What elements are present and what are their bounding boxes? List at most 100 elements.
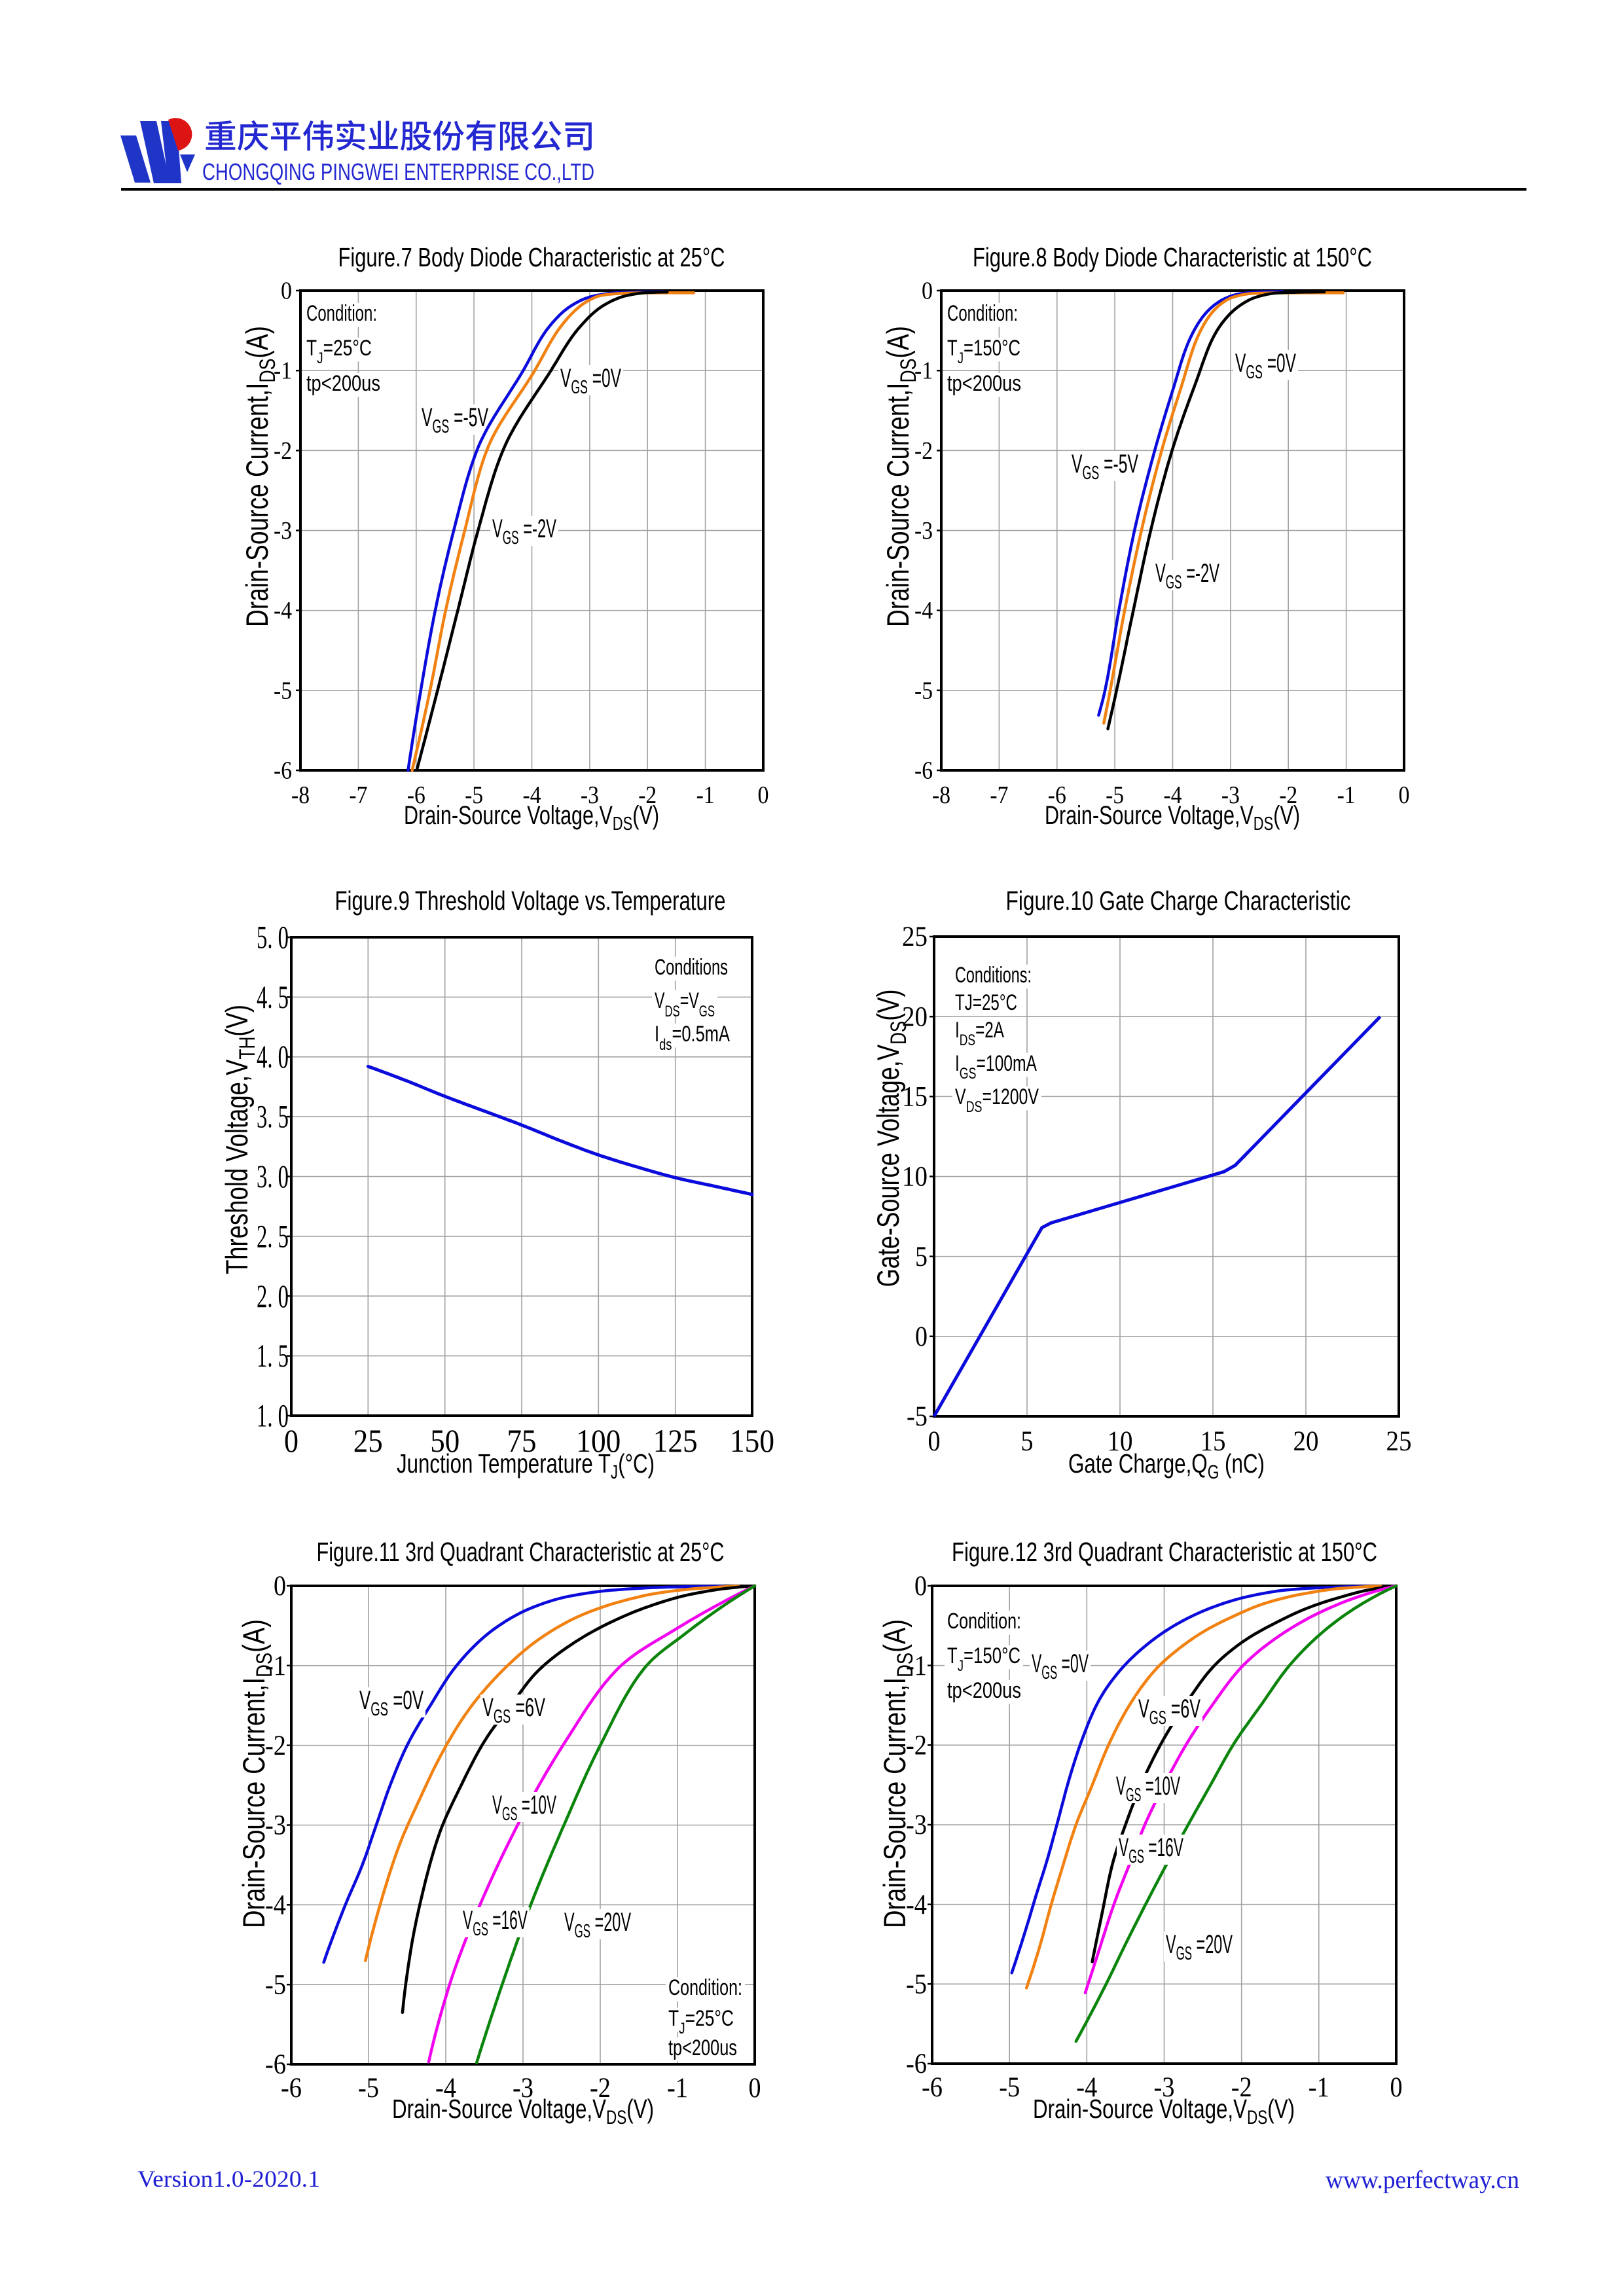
svg-text:GS: GS bbox=[502, 1804, 517, 1825]
svg-text:=10V: =10V bbox=[518, 1791, 557, 1820]
svg-text:DS: DS bbox=[606, 2107, 626, 2128]
svg-text:0: 0 bbox=[1399, 781, 1410, 809]
svg-text:200us: 200us bbox=[692, 2036, 737, 2060]
svg-text:G: G bbox=[1208, 1462, 1219, 1483]
svg-text:I: I bbox=[955, 1018, 960, 1043]
svg-text:DS: DS bbox=[1254, 814, 1274, 834]
svg-text:J: J bbox=[958, 1657, 964, 1675]
svg-text:DS: DS bbox=[886, 1021, 911, 1045]
svg-text:GS: GS bbox=[1246, 362, 1263, 383]
svg-text:(A): (A) bbox=[877, 1619, 912, 1653]
svg-text:-6: -6 bbox=[281, 2073, 302, 2104]
svg-text:100: 100 bbox=[576, 1422, 621, 1459]
svg-text:J: J bbox=[958, 350, 964, 367]
svg-text:-2: -2 bbox=[638, 781, 657, 809]
svg-text:=10V: =10V bbox=[1142, 1772, 1181, 1801]
svg-text:(°C): (°C) bbox=[618, 1448, 655, 1479]
svg-text:-4: -4 bbox=[435, 2073, 456, 2104]
svg-text:1. 5: 1. 5 bbox=[257, 1337, 289, 1374]
svg-text:-1: -1 bbox=[914, 357, 933, 385]
svg-text:Condition:: Condition: bbox=[668, 1975, 742, 2000]
svg-text:=150°C: =150°C bbox=[964, 336, 1020, 361]
svg-text:-4: -4 bbox=[914, 597, 933, 624]
svg-text:2. 5: 2. 5 bbox=[257, 1217, 289, 1254]
svg-text:-6: -6 bbox=[274, 757, 292, 785]
svg-text:200us: 200us bbox=[973, 371, 1021, 396]
svg-text:4. 5: 4. 5 bbox=[257, 978, 289, 1015]
svg-text:Drain-Source Voltage,V: Drain-Source Voltage,V bbox=[404, 801, 613, 830]
svg-text:=-2V: =-2V bbox=[1182, 559, 1220, 588]
svg-text:<: < bbox=[962, 1678, 973, 1703]
svg-text:-3: -3 bbox=[1221, 781, 1240, 809]
svg-text:=16V: =16V bbox=[1144, 1833, 1183, 1862]
svg-text:-4: -4 bbox=[906, 1890, 927, 1920]
svg-text:1. 0: 1. 0 bbox=[257, 1397, 289, 1434]
svg-text:-7: -7 bbox=[349, 781, 367, 809]
svg-text:GS: GS bbox=[433, 416, 450, 437]
svg-text:-3: -3 bbox=[1154, 2072, 1175, 2103]
svg-text:V: V bbox=[463, 1906, 473, 1935]
svg-text:0: 0 bbox=[758, 781, 769, 809]
svg-text:15: 15 bbox=[1200, 1426, 1226, 1457]
svg-text:-4: -4 bbox=[1164, 781, 1182, 809]
svg-text:-5: -5 bbox=[465, 781, 483, 809]
svg-text:-1: -1 bbox=[274, 357, 292, 385]
svg-text:Drain-Source Voltage,V: Drain-Source Voltage,V bbox=[392, 2094, 606, 2124]
svg-text:200us: 200us bbox=[973, 1678, 1021, 1703]
svg-text:V: V bbox=[1119, 1833, 1128, 1862]
svg-text:V: V bbox=[955, 1085, 966, 1109]
svg-text:0: 0 bbox=[928, 1426, 941, 1457]
svg-text:(V): (V) bbox=[871, 990, 905, 1021]
svg-text:GS: GS bbox=[1128, 1846, 1144, 1867]
svg-text:V: V bbox=[1166, 1930, 1176, 1959]
svg-text:Conditions: Conditions bbox=[655, 955, 728, 980]
svg-text:-5: -5 bbox=[274, 677, 292, 704]
svg-text:20: 20 bbox=[1293, 1426, 1319, 1457]
svg-text:GS: GS bbox=[1176, 1943, 1192, 1964]
svg-text:GS: GS bbox=[1041, 1662, 1057, 1683]
svg-text:25: 25 bbox=[1386, 1426, 1412, 1457]
svg-text:-7: -7 bbox=[990, 781, 1008, 809]
svg-text:0: 0 bbox=[1390, 2072, 1403, 2103]
svg-text:V: V bbox=[482, 1693, 494, 1722]
svg-text:-4: -4 bbox=[265, 1890, 286, 1921]
svg-text:-3: -3 bbox=[265, 1810, 286, 1841]
svg-text:Figure.10 Gate Charge Characte: Figure.10 Gate Charge Characteristic bbox=[1006, 886, 1351, 916]
svg-text:-3: -3 bbox=[274, 517, 292, 545]
svg-text:GS: GS bbox=[960, 1065, 977, 1083]
svg-text:V: V bbox=[1032, 1649, 1041, 1678]
svg-text:=-5V: =-5V bbox=[449, 403, 488, 432]
svg-text:=1200V: =1200V bbox=[983, 1085, 1039, 1109]
svg-text:V: V bbox=[1138, 1695, 1149, 1723]
svg-text:-2: -2 bbox=[1279, 781, 1297, 809]
svg-text:V: V bbox=[359, 1686, 370, 1715]
svg-text:DS: DS bbox=[966, 1098, 983, 1116]
svg-text:-5: -5 bbox=[265, 1969, 286, 2000]
svg-text:-1: -1 bbox=[906, 1651, 927, 1681]
svg-text:0: 0 bbox=[281, 278, 292, 305]
svg-text:J: J bbox=[317, 350, 323, 367]
svg-text:ds: ds bbox=[659, 1036, 672, 1054]
svg-text:V: V bbox=[1155, 559, 1166, 588]
svg-text:Threshold Voltage,V: Threshold Voltage,V bbox=[219, 1059, 254, 1274]
svg-text:(V): (V) bbox=[219, 1005, 254, 1037]
svg-text:Drain-Source Current,I: Drain-Source Current,I bbox=[880, 383, 915, 627]
svg-text:Drain-Source Current,I: Drain-Source Current,I bbox=[877, 1677, 912, 1928]
svg-text:Condition:: Condition: bbox=[947, 301, 1018, 326]
svg-text:DS: DS bbox=[1247, 2107, 1267, 2128]
svg-text:V: V bbox=[1072, 450, 1083, 478]
svg-text:DS: DS bbox=[960, 1031, 975, 1049]
svg-text:4. 0: 4. 0 bbox=[257, 1038, 289, 1075]
svg-text:=-2V: =-2V bbox=[519, 514, 557, 543]
svg-text:J: J bbox=[611, 1462, 618, 1483]
svg-text:0: 0 bbox=[274, 1571, 286, 1602]
svg-text:(V): (V) bbox=[1273, 801, 1300, 830]
svg-text:=6V: =6V bbox=[511, 1693, 545, 1722]
svg-text:(A): (A) bbox=[880, 326, 915, 359]
svg-text:0: 0 bbox=[284, 1422, 298, 1459]
svg-text:200us: 200us bbox=[332, 371, 380, 396]
svg-text:-5: -5 bbox=[358, 2073, 379, 2104]
svg-text:20: 20 bbox=[902, 1001, 928, 1032]
svg-text:GS: GS bbox=[1149, 1708, 1166, 1729]
svg-text:-6: -6 bbox=[906, 2049, 927, 2079]
